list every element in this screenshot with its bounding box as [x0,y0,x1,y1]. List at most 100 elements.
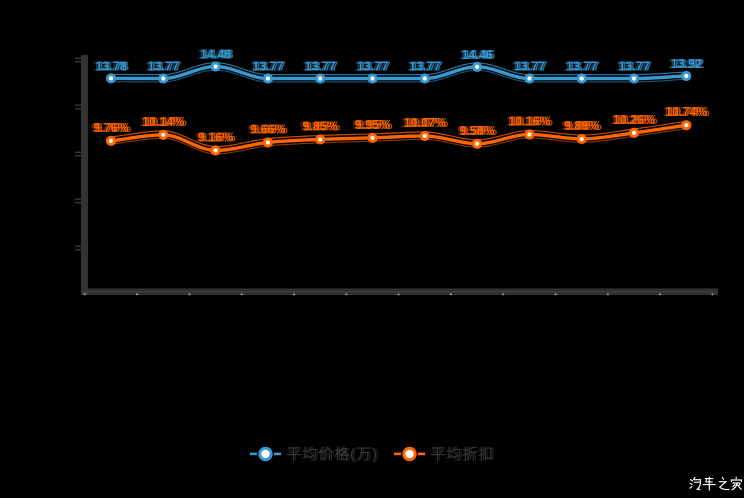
discount-point-label: 9.76% [91,121,126,135]
x-axis-tick-dot [83,293,86,296]
price-point-label: 13.92 [668,57,699,71]
y-axis-tick [75,57,82,60]
discount-point-marker-core [631,130,637,135]
price-point-label: 14.48 [200,48,231,62]
price-point-label: 13.77 [407,60,438,74]
discount-point-label: 9.88% [564,119,599,133]
discount-point-marker-core [527,132,532,137]
glyph-jia-part [730,479,742,483]
price-point-label: 13.78 [98,59,129,73]
legend-line-marker-icon-orange-part [393,452,401,455]
discount-point-label: 9.76% [96,121,131,135]
price-line-ghost [110,69,687,83]
price-point-label: 13.78 [95,59,126,73]
glyph-jia-part [736,484,742,490]
discount-point-marker-core [475,141,480,146]
price-point-label: 13.77 [512,60,543,74]
discount-point-label: 10.16% [510,114,552,128]
autohome-watermark: 汽车之家 [689,476,744,493]
glyph-qi-part [695,479,702,491]
price-point-marker-core [108,76,114,81]
price-point-label: 13.77 [305,60,336,74]
y-axis-tick [75,248,82,251]
y-axis-tick [75,107,82,110]
discount-point-label: 9.88% [566,119,601,133]
x-axis-tick-dot [136,293,139,296]
price-point-label: 13.77 [359,60,390,74]
legend-line-marker-icon-orange-part [417,452,425,455]
price-point-marker-core [161,76,166,81]
price-point-label: 13.77 [618,60,649,74]
price-point-label: 13.77 [411,60,442,74]
price-point-label: 13.77 [621,60,652,74]
price-point-label: 13.77 [250,60,281,74]
discount-point-marker-core [370,135,375,140]
price-point-label: 13.77 [252,60,283,74]
price-point-marker-core [370,76,375,81]
discount-point-label: 10.14% [142,115,184,129]
glyph-jia-part [737,483,741,487]
y-axis-tick [75,198,82,201]
legend-line-marker-icon-orange [393,446,425,461]
discount-point-marker-core [265,140,270,145]
discount-point-label: 9.76% [93,121,128,135]
discount-point-label: 9.16% [200,130,235,144]
price-point-label: 14.48 [198,48,229,62]
discount-point-marker-core [108,138,114,143]
discount-point-label: 9.58% [457,124,492,138]
discount-point-label: 10.26% [613,113,655,127]
discount-point-label: 10.74% [667,105,709,119]
discount-point-label: 9.95% [355,118,390,132]
glyph-qi-part [690,479,694,482]
autohome-logo-glyphs [689,476,742,491]
x-axis-tick-dot [554,293,557,296]
glyph-qi [689,476,702,491]
discount-point-label: 9.85% [305,119,340,133]
price-point-label: 13.77 [357,60,388,74]
price-point-label: 13.77 [516,60,547,74]
glyph-qi-part [689,486,693,489]
price-point-marker-core [475,64,480,69]
legend-label-average-price: 平均价格(万) [285,446,378,463]
y-axis-line [81,55,88,295]
discount-point-label: 9.88% [562,119,597,133]
discount-point-label: 9.16% [198,130,233,144]
x-axis-tick-dot [292,293,296,296]
discount-point-label: 9.95% [353,118,388,132]
price-point-label: 13.77 [514,60,545,74]
x-axis-tick-dot [397,293,400,296]
discount-point-label: 9.66% [252,122,287,136]
x-axis-tick-dot [449,293,452,296]
legend-line-marker-icon-orange-part [405,449,414,458]
discount-point-label: 10.74% [665,105,707,119]
price-point-marker-core [527,76,532,81]
legend-item-average-discount[interactable]: 平均折扣 [393,443,494,464]
price-point-marker-core [213,64,218,69]
discount-point-label: 10.07% [404,116,446,130]
discount-point-label: 9.58% [462,124,497,138]
price-point-label: 13.77 [616,60,647,74]
discount-point-label: 10.26% [615,113,657,127]
x-axis-tick-dot [188,293,191,296]
discount-point-label: 10.74% [663,105,705,119]
discount-line-ghost [110,128,687,155]
legend-item-average-price[interactable]: 平均价格(万) [249,443,378,464]
price-point-label: 14.46 [459,48,490,62]
price-point-label: 13.92 [673,57,704,71]
discount-point-label: 10.07% [401,116,443,130]
price-point-label: 13.77 [568,60,599,74]
glyph-zhi [718,476,730,491]
discount-point-label: 9.16% [196,130,231,144]
y-axis-tick [75,151,82,154]
discount-point-label: 10.26% [611,113,653,127]
legend-line-marker-icon-blue [249,446,281,461]
discount-point-label: 10.14% [144,115,186,129]
price-point-label: 14.46 [461,48,492,62]
discount-line-ghost [110,120,687,148]
chart-legend: 平均价格(万) 平均折扣 [249,443,494,464]
price-point-marker-core [579,76,584,81]
x-axis-tick-dot [606,293,609,296]
discount-point-label: 9.66% [248,122,283,136]
price-point-marker-core [265,76,270,81]
